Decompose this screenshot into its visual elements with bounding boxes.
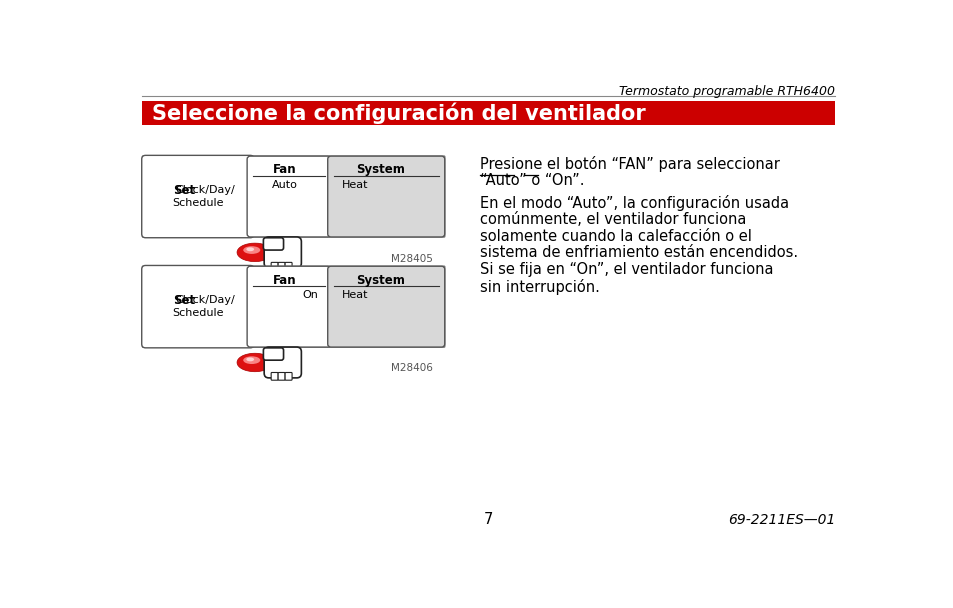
Text: En el modo “Auto”, la configuración usada: En el modo “Auto”, la configuración usad… [479, 195, 788, 210]
FancyBboxPatch shape [263, 348, 283, 360]
FancyBboxPatch shape [285, 263, 292, 270]
FancyBboxPatch shape [285, 373, 292, 380]
Text: Termostato programable RTH6400: Termostato programable RTH6400 [618, 85, 835, 97]
FancyBboxPatch shape [247, 156, 331, 237]
Text: M28406: M28406 [391, 363, 433, 373]
Text: Heat: Heat [341, 291, 368, 300]
FancyBboxPatch shape [271, 373, 278, 380]
FancyBboxPatch shape [264, 347, 301, 378]
Text: Presione el botón “FAN” para seleccionar: Presione el botón “FAN” para seleccionar [479, 156, 779, 172]
Text: Clock/Day/: Clock/Day/ [175, 185, 235, 195]
FancyBboxPatch shape [278, 263, 285, 270]
Text: Schedule: Schedule [172, 198, 223, 208]
Text: Set: Set [172, 184, 194, 197]
Text: Auto: Auto [272, 181, 297, 190]
FancyBboxPatch shape [142, 101, 835, 125]
Text: Fan: Fan [273, 274, 296, 286]
FancyBboxPatch shape [328, 266, 444, 347]
Text: “Auto” o “On”.: “Auto” o “On”. [479, 173, 583, 188]
FancyBboxPatch shape [142, 266, 253, 348]
FancyBboxPatch shape [278, 373, 285, 380]
Text: Si se fija en “On”, el ventilador funciona: Si se fija en “On”, el ventilador funcio… [479, 263, 772, 277]
Ellipse shape [236, 353, 273, 371]
FancyBboxPatch shape [264, 237, 301, 268]
Text: 7: 7 [484, 513, 493, 527]
Text: Set: Set [172, 294, 194, 307]
Text: Heat: Heat [341, 181, 368, 190]
FancyBboxPatch shape [142, 156, 253, 238]
FancyBboxPatch shape [142, 266, 444, 347]
Text: Schedule: Schedule [172, 308, 223, 318]
FancyBboxPatch shape [271, 263, 278, 270]
Text: sistema de enfriamiento están encendidos.: sistema de enfriamiento están encendidos… [479, 246, 797, 260]
Text: On: On [302, 291, 318, 300]
FancyBboxPatch shape [263, 238, 283, 250]
Text: M28405: M28405 [391, 254, 433, 263]
FancyBboxPatch shape [142, 156, 444, 237]
Ellipse shape [246, 358, 253, 361]
FancyBboxPatch shape [328, 156, 444, 237]
Ellipse shape [246, 247, 253, 251]
Text: System: System [355, 164, 405, 176]
Text: comúnmente, el ventilador funciona: comúnmente, el ventilador funciona [479, 212, 745, 227]
Text: Clock/Day/: Clock/Day/ [175, 295, 235, 305]
Text: System: System [355, 274, 405, 286]
Text: sin interrupción.: sin interrupción. [479, 279, 598, 295]
FancyBboxPatch shape [247, 266, 331, 347]
Ellipse shape [243, 356, 260, 364]
Text: 69-2211ES—01: 69-2211ES—01 [727, 513, 835, 527]
Ellipse shape [243, 246, 260, 254]
Text: Seleccione la configuración del ventilador: Seleccione la configuración del ventilad… [152, 102, 645, 124]
Text: solamente cuando la calefacción o el: solamente cuando la calefacción o el [479, 229, 751, 243]
Text: Fan: Fan [273, 164, 296, 176]
Ellipse shape [236, 243, 273, 261]
